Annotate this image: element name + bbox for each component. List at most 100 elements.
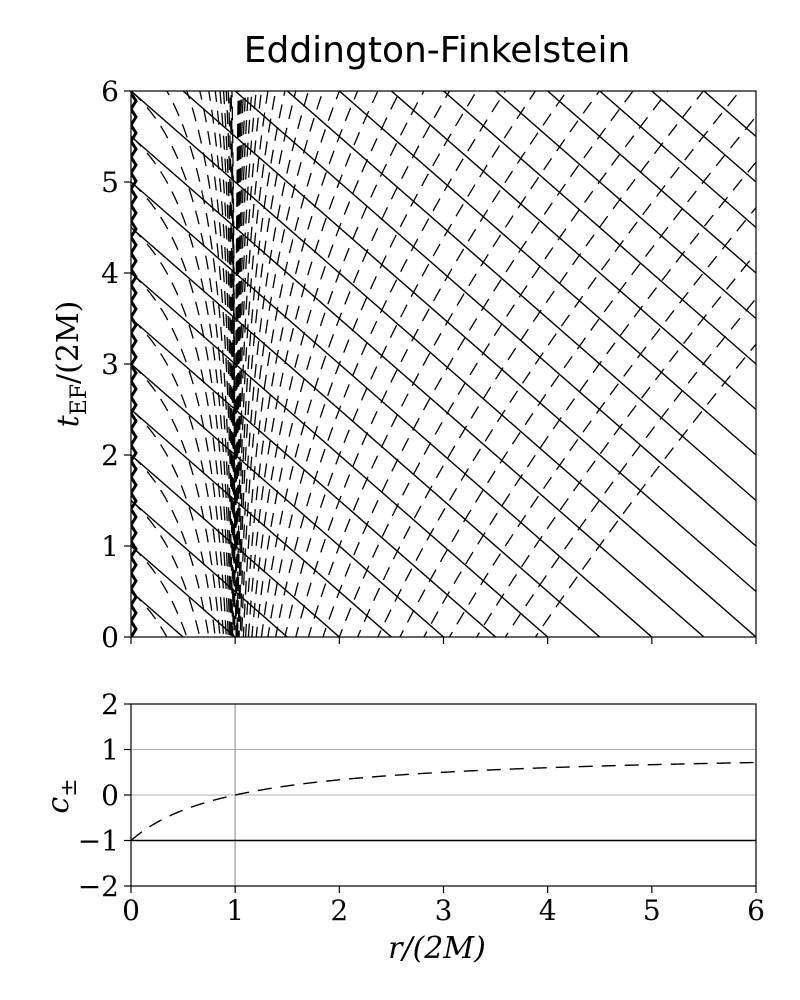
outgoing-null-ray-outside-31 [235,91,247,549]
ingoing-null-ray-14 [234,91,756,547]
xtick-label-0: 0 [122,894,140,927]
ingoing-null-ray-6 [131,363,444,637]
outgoing-null-ray-outside-30 [235,91,250,594]
outgoing-null-ray-outside-12 [284,91,537,637]
xtick-label-2: 2 [330,894,348,927]
xtick-label-4: 4 [539,894,557,927]
outgoing-null-ray-inside-0 [131,636,132,637]
outgoing-null-ray-inside-21 [227,91,236,596]
outgoing-null-ray-outside-26 [236,91,269,637]
ingoing-null-ray-9 [131,226,601,637]
c-plus-curve [131,761,756,842]
ingoing-null-ray-12 [131,91,756,637]
lightcone-ytick-label-1: 1 [101,734,119,767]
outgoing-null-ray-inside-16 [208,91,235,625]
outgoing-null-ray-outside-14 [267,91,478,637]
outgoing-null-ray-outside-11 [295,91,568,637]
spacetime-ytick-label-6: 6 [101,75,119,108]
outgoing-null-ray-outside-24 [237,91,286,637]
outgoing-null-ray-inside-13 [166,91,234,636]
ingoing-null-ray-13 [182,91,756,593]
outgoing-null-ray-inside-22 [229,91,236,551]
outgoing-null-ray-outside-0 [534,343,756,637]
outgoing-null-ray-outside-33 [234,91,243,574]
outgoing-null-ray-inside-11 [131,136,232,637]
ingoing-null-ray-2 [131,545,236,637]
outgoing-null-ray-outside-10 [307,91,601,637]
outgoing-null-ray-outside-16 [255,91,425,637]
singularity-zigzag [131,92,138,637]
spacetime-ytick-label-0: 0 [101,621,119,654]
outgoing-null-ray-outside-7 [356,91,705,637]
spacetime-diagram-panel: 0 1 2 3 4 5 6 tEF/(2M) [51,75,757,654]
ingoing-null-ray-10 [131,181,653,637]
spacetime-y-axis-label: tEF/(2M) [51,301,92,428]
ingoing-null-ray-16 [338,91,756,456]
ylabel-ef-subscript: EF [67,384,92,415]
spacetime-ytick-label-2: 2 [101,439,119,472]
ylabel-t: t [51,414,86,427]
ingoing-null-ray-20 [546,91,756,274]
lightcone-ytick-label-0: 2 [101,688,119,721]
outgoing-null-ray-outside-17 [251,91,401,637]
outgoing-null-ray-outside-25 [236,91,277,637]
ingoing-null-ray-11 [131,135,705,637]
lightcone-y-axis-label: c± [41,778,82,813]
outgoing-null-ray-inside-8 [131,272,227,637]
xtick-label-1: 1 [226,894,244,927]
outgoing-null-ray-outside-18 [247,91,379,637]
outgoing-null-ray-inside-1 [131,591,168,637]
chart-title: Eddington-Finkelstein [244,30,631,71]
outgoing-null-ray-outside-9 [322,91,634,637]
spacetime-ytick-label-4: 4 [101,257,119,290]
outgoing-null-ray-inside-19 [222,91,235,561]
spacetime-plot-area [131,91,756,637]
lightcone-ytick-label-2: 0 [101,779,119,812]
outgoing-null-ray-inside-17 [214,91,235,637]
outgoing-null-ray-inside-24 [231,91,236,460]
ingoing-null-ray-15 [286,91,756,502]
outgoing-null-ray-outside-8 [338,91,669,637]
outgoing-null-ray-inside-18 [219,91,235,607]
ingoing-null-ray-21 [598,91,756,229]
lightcone-ytick-label-4: −2 [78,870,119,903]
lightcone-ytick-label-3: −1 [78,825,119,858]
lightcone-slopes-panel: 210−1−20 1 2 3 4 5 6 c± r/(2M) [41,688,765,966]
xtick-label-3: 3 [435,894,453,927]
ylabel-pm-subscript: ± [57,778,82,796]
x-axis-label: r/(2M) [388,931,486,966]
outgoing-null-ray-outside-36 [234,91,239,438]
outgoing-null-ray-outside-29 [235,91,253,637]
ylabel-c: c [41,797,76,814]
outgoing-null-ray-inside-9 [131,227,229,637]
ingoing-null-ray-3 [131,499,288,637]
outgoing-null-ray-outside-22 [239,91,310,637]
outgoing-null-ray-outside-21 [240,91,324,637]
outgoing-null-ray-inside-7 [131,318,225,637]
lightcone-ticks: 210−1−20 1 2 3 4 5 6 [78,688,765,927]
outgoing-null-ray-outside-23 [238,91,297,637]
outgoing-null-ray-outside-19 [244,91,359,637]
ingoing-null-ray-17 [390,91,756,411]
outgoing-null-ray-outside-13 [275,91,507,637]
outgoing-null-ray-outside-6 [377,91,741,637]
xtick-label-5: 5 [643,894,661,927]
spacetime-ticks: 0 1 2 3 4 5 6 [101,75,757,654]
ingoing-null-ray-7 [131,317,497,637]
xtick-label-6: 6 [747,894,765,927]
spacetime-ytick-label-1: 1 [101,530,119,563]
outgoing-null-ray-inside-4 [131,454,210,637]
outgoing-null-ray-inside-5 [131,409,216,637]
outgoing-null-ray-inside-6 [131,363,221,637]
outgoing-null-ray-outside-4 [423,161,756,637]
outgoing-null-ray-inside-12 [131,91,233,637]
ingoing-null-ray-5 [131,408,392,637]
outgoing-null-ray-outside-27 [236,91,263,637]
outgoing-null-ray-inside-3 [131,500,201,637]
outgoing-null-ray-inside-15 [199,91,235,618]
outgoing-null-ray-inside-14 [186,91,234,637]
outgoing-null-ray-outside-2 [475,252,756,637]
ingoing-null-ray-19 [494,91,756,320]
outgoing-null-ray-inside-23 [230,91,236,505]
